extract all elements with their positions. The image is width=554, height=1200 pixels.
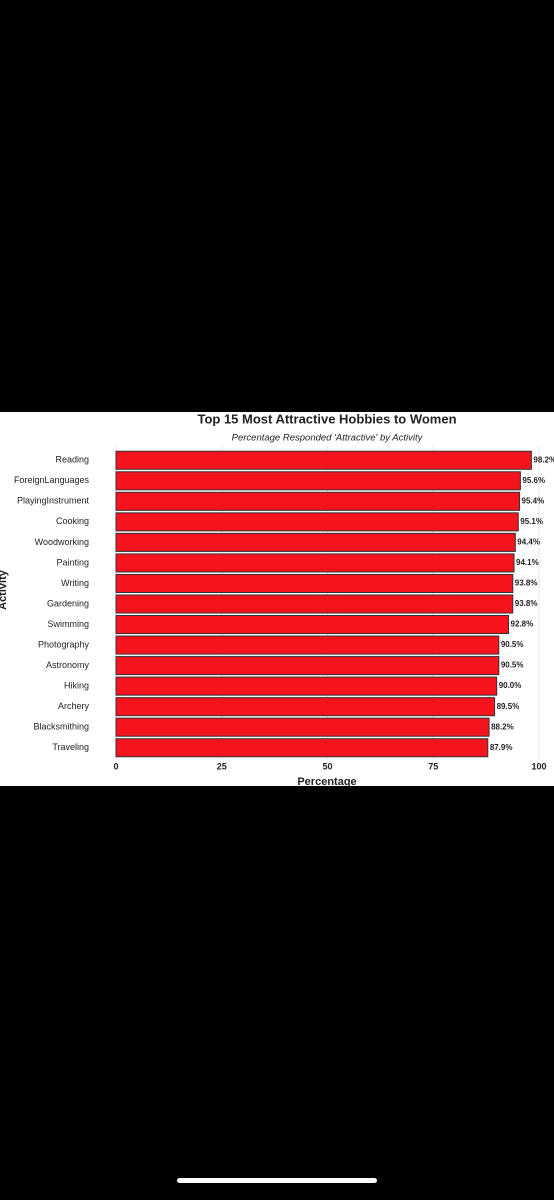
bar (115, 553, 515, 573)
y-tick-label: Blacksmithing (33, 722, 89, 732)
y-tick-label: Hiking (64, 681, 89, 691)
bar (115, 697, 496, 717)
x-tick-label: 0 (113, 761, 118, 771)
y-tick-label: Writing (61, 578, 89, 588)
y-tick-label: Woodworking (35, 537, 89, 547)
x-axis-label: Percentage (297, 776, 356, 788)
x-tick-label: 50 (322, 761, 332, 771)
x-tick-label: 75 (428, 761, 438, 771)
x-tick-label: 25 (217, 761, 227, 771)
bar (115, 676, 498, 696)
value-label: 98.2% (533, 455, 554, 464)
value-label: 92.8% (511, 620, 534, 629)
value-label: 95.6% (522, 476, 545, 485)
home-indicator (177, 1178, 377, 1183)
y-tick-label: Painting (56, 557, 89, 567)
value-label: 90.5% (501, 640, 524, 649)
value-label: 93.8% (515, 599, 538, 608)
bar (115, 471, 521, 491)
bar (115, 491, 521, 511)
value-label: 93.8% (515, 579, 538, 588)
y-tick-label: PlayingInstrument (17, 496, 90, 506)
bar (115, 614, 510, 635)
y-tick-label: Cooking (56, 516, 89, 526)
value-label: 94.4% (517, 538, 540, 547)
bar (115, 450, 532, 470)
chart: Top 15 Most Attractive Hobbies to Women … (0, 411, 554, 788)
value-label: 90.0% (499, 681, 522, 690)
chart-title: Top 15 Most Attractive Hobbies to Women (197, 411, 456, 426)
y-tick-label: Astronomy (46, 660, 90, 670)
value-label: 95.4% (522, 496, 545, 505)
chart-subtitle: Percentage Responded 'Attractive' by Act… (232, 433, 424, 444)
bar (115, 656, 500, 676)
value-label: 88.2% (491, 722, 514, 731)
bar (115, 738, 489, 758)
y-tick-label: Swimming (47, 619, 89, 629)
value-label: 95.1% (520, 517, 543, 526)
bar (115, 717, 490, 737)
value-label: 87.9% (490, 743, 513, 752)
bar (115, 635, 500, 655)
value-label: 94.1% (516, 558, 539, 567)
y-axis-label: Activity (0, 569, 9, 610)
bar (115, 594, 514, 614)
y-tick-label: Gardening (47, 598, 89, 608)
y-tick-label: ForeignLanguages (14, 475, 90, 485)
bar (115, 532, 516, 552)
value-label: 89.5% (497, 702, 520, 711)
bar (115, 573, 514, 594)
value-label: 90.5% (501, 661, 524, 670)
x-tick-label: 100 (531, 761, 546, 771)
y-tick-label: Archery (58, 701, 90, 711)
y-tick-label: Photography (38, 639, 90, 649)
y-tick-label: Reading (55, 455, 89, 465)
bar (115, 512, 519, 532)
y-tick-label: Traveling (52, 742, 89, 752)
